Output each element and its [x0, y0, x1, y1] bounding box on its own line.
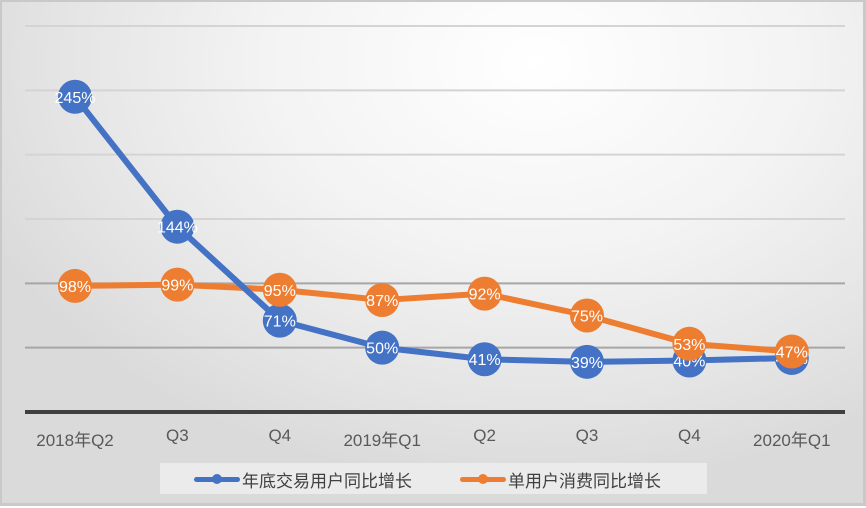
data-point-marker — [160, 209, 195, 244]
series-line — [74, 281, 793, 355]
data-point-marker — [467, 342, 502, 377]
x-tick-label: 2020年Q1 — [753, 431, 831, 450]
data-point-marker — [262, 303, 297, 338]
data-label: 41% — [469, 352, 501, 369]
data-point-marker — [365, 330, 400, 365]
legend-label: 单用户消费同比增长 — [508, 471, 661, 492]
data-label: 39% — [571, 355, 603, 372]
data-point-marker — [570, 344, 604, 379]
data-point-marker — [262, 272, 297, 307]
data-point-marker — [58, 268, 92, 303]
legend-label: 年底交易用户同比增长 — [242, 471, 412, 492]
data-point-marker — [160, 267, 195, 302]
data-point-marker — [365, 283, 400, 318]
data-label: 47% — [776, 345, 808, 362]
series-line — [72, 94, 792, 365]
legend: 年底交易用户同比增长 单用户消费同比增长 — [160, 463, 707, 494]
legend-swatch-blue — [194, 467, 240, 491]
data-label: 99% — [161, 278, 193, 295]
x-tick-label: Q2 — [473, 426, 496, 445]
x-tick-label: Q3 — [575, 426, 599, 445]
x-tick-label: Q4 — [268, 426, 292, 445]
data-label: 95% — [264, 283, 296, 300]
data-point-marker — [467, 276, 502, 311]
data-label: 71% — [264, 314, 296, 331]
data-label: 92% — [469, 287, 501, 304]
data-point-marker — [570, 298, 604, 333]
x-tick-label: 2019年Q1 — [343, 431, 421, 450]
data-label: 50% — [366, 341, 398, 358]
data-label: 144% — [157, 220, 198, 237]
x-tick-label: Q3 — [166, 426, 189, 445]
x-tick-label: Q4 — [678, 426, 701, 445]
data-point-marker — [774, 334, 809, 369]
data-label: 87% — [366, 293, 398, 310]
x-tick-label: 2018年Q2 — [36, 431, 114, 450]
data-label: 98% — [59, 279, 91, 296]
legend-swatch-orange — [460, 467, 506, 491]
data-label: 75% — [571, 309, 603, 326]
data-label: 245% — [55, 90, 96, 107]
data-label: 53% — [673, 337, 705, 354]
legend-item-per-user-spend: 单用户消费同比增长 — [460, 467, 661, 492]
data-point-marker — [58, 79, 92, 114]
legend-item-trading-users: 年底交易用户同比增长 — [194, 467, 412, 492]
data-point-marker — [672, 326, 707, 361]
